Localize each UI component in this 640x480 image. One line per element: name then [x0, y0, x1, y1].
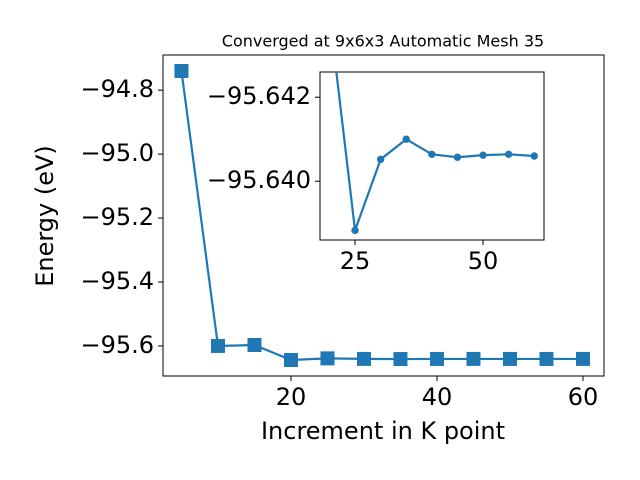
data-marker — [502, 351, 517, 366]
data-marker — [504, 150, 513, 159]
x-axis-label: Increment in K point — [261, 417, 505, 445]
data-marker — [539, 351, 554, 366]
y-axis-label: Energy (eV) — [31, 145, 59, 287]
data-line — [180, 70, 583, 362]
data-marker — [402, 135, 410, 143]
data-marker — [174, 63, 189, 78]
x-tick-label: 50 — [468, 247, 499, 275]
y-tick-label: −94.8 — [80, 75, 154, 103]
data-marker — [320, 351, 335, 366]
y-tick-label: −95.0 — [80, 139, 154, 167]
plot-area — [174, 63, 590, 368]
axes-frame — [319, 71, 545, 241]
y-tick-label: −95.6 — [80, 331, 154, 359]
data-marker — [575, 351, 590, 366]
axes-frame — [162, 54, 605, 377]
chart-title: Converged at 9x6x3 Automatic Mesh 35 — [222, 32, 544, 51]
x-tick-label: 40 — [422, 383, 453, 411]
data-marker — [393, 352, 408, 367]
data-marker — [530, 152, 538, 160]
data-marker — [210, 338, 225, 353]
x-tick-label: 60 — [568, 383, 599, 411]
y-tick-label: −95.4 — [80, 267, 154, 295]
data-marker — [351, 226, 359, 235]
data-marker — [429, 351, 444, 366]
data-marker — [247, 337, 262, 352]
x-tick-label: 25 — [340, 247, 371, 275]
x-tick-label: 20 — [276, 383, 307, 411]
y-tick-label: −95.640 — [207, 166, 311, 194]
data-marker — [283, 353, 298, 368]
data-marker — [479, 151, 487, 159]
data-marker — [466, 351, 481, 366]
data-marker — [356, 351, 371, 366]
data-marker — [428, 150, 436, 159]
data-marker — [376, 155, 385, 164]
plot-area — [326, 10, 538, 235]
data-marker — [453, 153, 462, 161]
y-tick-label: −95.642 — [207, 82, 311, 110]
y-tick-label: −95.2 — [80, 203, 154, 231]
data-marker — [326, 10, 333, 17]
